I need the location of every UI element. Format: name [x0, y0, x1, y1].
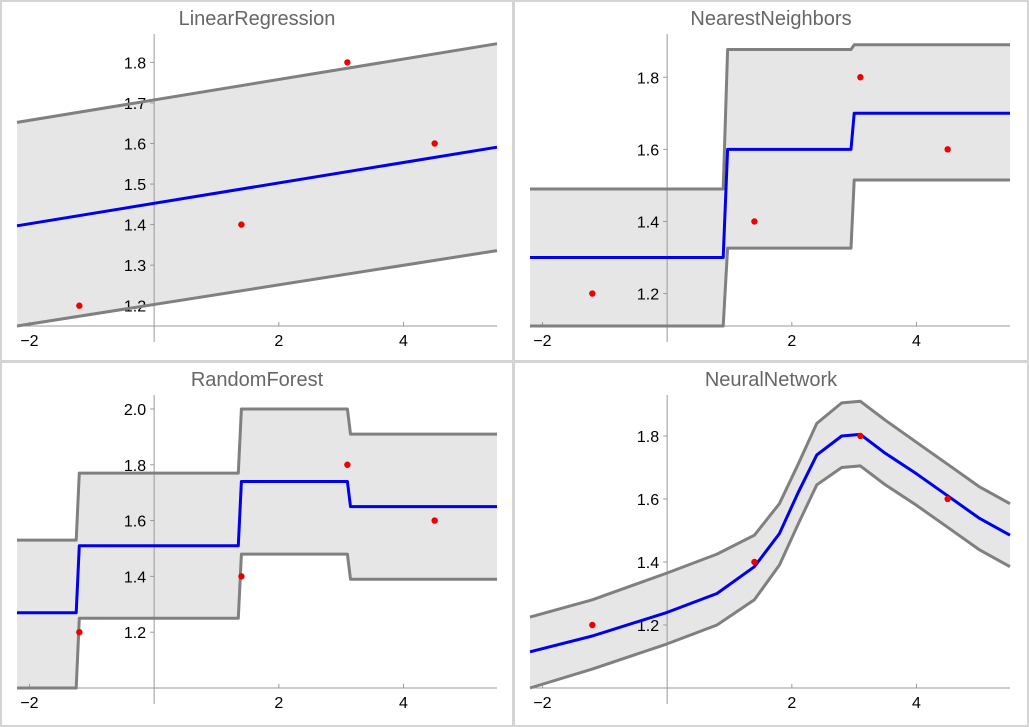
y-tick-label: 1.4: [637, 555, 659, 572]
prediction-band: [17, 43, 497, 326]
data-point: [76, 302, 83, 309]
x-tick-label: 4: [912, 695, 921, 712]
x-tick-label: 4: [912, 333, 921, 350]
data-point: [238, 573, 245, 580]
chart-title: RandomForest: [190, 369, 324, 391]
lower-bound-line: [530, 178, 1010, 328]
y-tick-label: 1.8: [124, 55, 146, 72]
upper-bound-line: [529, 399, 1011, 619]
y-tick-label: 1.8: [637, 429, 659, 446]
chart-title: NeuralNetwork: [704, 369, 838, 391]
upper-bound-line: [530, 43, 1010, 191]
chart-title: LinearRegression: [178, 8, 336, 30]
prediction-line: [16, 145, 498, 228]
y-tick-label: 1.6: [124, 137, 146, 154]
data-point: [431, 140, 438, 147]
y-tick-label: 1.6: [637, 492, 659, 509]
upper-bound-line: [16, 42, 498, 124]
y-tick-label: 1.4: [124, 569, 146, 586]
x-tick-label: −2: [20, 333, 38, 350]
chart-panel-nearest-neighbors: NearestNeighbors −2 2 4 1.2 1.4 1.6 1.8: [515, 2, 1027, 360]
chart-title: NearestNeighbors: [690, 8, 852, 30]
x-tick-label: 2: [787, 695, 796, 712]
y-tick-label: 1.8: [637, 70, 659, 87]
data-point: [238, 221, 245, 228]
data-point: [589, 290, 596, 297]
y-tick-label: 1.2: [124, 625, 146, 642]
x-tick-label: −2: [20, 695, 38, 712]
lower-bound-line: [529, 464, 1011, 690]
data-point: [751, 558, 758, 566]
data-point: [944, 146, 951, 153]
prediction-line: [17, 480, 497, 615]
upper-bound-line: [17, 407, 497, 542]
x-tick-label: −2: [533, 695, 551, 712]
y-tick-label: 1.2: [637, 287, 659, 304]
data-point: [344, 59, 351, 66]
prediction-band: [17, 409, 497, 688]
data-point: [857, 74, 864, 81]
data-point: [431, 517, 438, 524]
data-point: [751, 218, 758, 225]
prediction-band: [530, 44, 1010, 327]
data-point: [589, 621, 596, 629]
y-tick-label: 1.4: [124, 218, 146, 235]
chart-svg: −2 2 4 1.2 1.4 1.6 1.8: [529, 395, 1011, 712]
lower-bound-line: [17, 552, 497, 690]
chart-svg: −2 2 4 1.2 1.4 1.6 1.8: [530, 34, 1010, 350]
prediction-line: [530, 111, 1010, 259]
chart-panel-neural-network: NeuralNetwork −2 2 4 1.2 1.4 1.6 1.8: [515, 363, 1027, 725]
chart-panel-random-forest: RandomForest −2 2 4 1.2 1.4 1.6 1.8 2.0: [2, 363, 512, 725]
y-tick-label: 1.8: [124, 458, 146, 475]
data-point: [857, 432, 864, 440]
y-tick-label: 1.4: [637, 214, 659, 231]
x-tick-label: 2: [274, 695, 283, 712]
x-tick-label: 2: [787, 333, 796, 350]
data-point: [944, 495, 951, 503]
x-tick-label: −2: [533, 333, 551, 350]
y-tick-label: 1.6: [637, 142, 659, 159]
y-tick-label: 1.3: [124, 258, 146, 275]
prediction-line: [529, 432, 1011, 654]
chart-svg: −2 2 4 1.2 1.4 1.6 1.8 2.0: [17, 395, 497, 712]
y-tick-label: 2.0: [124, 402, 146, 419]
data-point: [76, 628, 83, 636]
y-tick-label: 1.6: [124, 514, 146, 531]
y-tick-label: 1.2: [637, 618, 659, 635]
chart-panel-linear-regression: LinearRegression −2 2 4 1.2 1.3 1.4 1.5 1.6 1.7 1…: [2, 2, 512, 360]
lower-bound-line: [16, 249, 498, 328]
chart-svg: −2 2 41.21.31.41.51.61.71.8: [16, 34, 498, 350]
x-tick-label: 4: [399, 333, 408, 350]
x-tick-label: 4: [399, 695, 408, 712]
data-point: [344, 461, 351, 468]
y-tick-label: 1.5: [124, 177, 146, 194]
x-tick-label: 2: [274, 333, 283, 350]
